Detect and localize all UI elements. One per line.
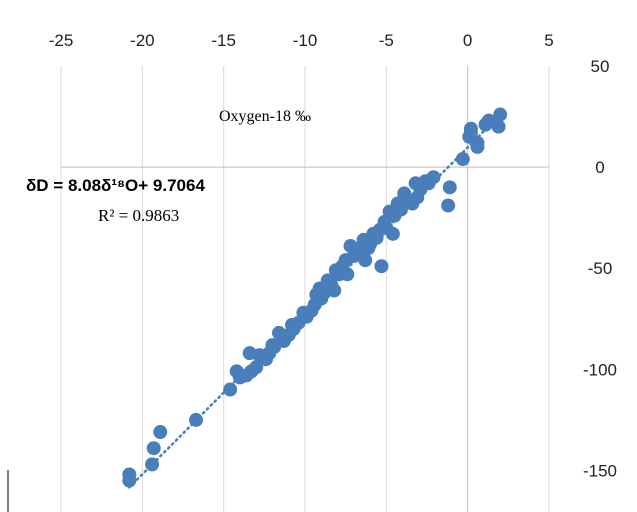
x-tick-label: 5 (544, 31, 553, 50)
chart-title: Oxygen-18 ‰ (219, 108, 311, 125)
data-point (358, 253, 373, 268)
data-point (309, 287, 324, 302)
data-point (397, 186, 412, 201)
data-point (145, 457, 160, 472)
data-point (340, 267, 355, 282)
data-point (441, 198, 456, 213)
data-point (343, 238, 358, 253)
data-point (374, 259, 389, 274)
data-point (493, 107, 508, 122)
data-point (462, 129, 477, 144)
y-tick-label: -150 (583, 461, 617, 480)
data-point (478, 117, 493, 132)
trendline-equation: δD = 8.08δ¹⁸O+ 9.7064 (26, 176, 205, 195)
data-point (229, 364, 244, 379)
data-point (265, 338, 280, 353)
data-point (470, 139, 485, 154)
data-point (271, 325, 286, 340)
data-point (146, 441, 161, 456)
data-point (442, 180, 457, 195)
r-squared-label: R² = 0.9863 (98, 206, 179, 225)
data-point (189, 412, 204, 427)
data-point (328, 263, 343, 278)
data-point (223, 382, 238, 397)
y-tick-label: 50 (591, 57, 610, 76)
data-point (284, 317, 299, 332)
data-point (455, 152, 470, 167)
y-tick-label: 0 (595, 158, 604, 177)
x-tick-label: -15 (211, 31, 236, 50)
y-tick-label: -100 (583, 360, 617, 379)
x-tick-label: -20 (130, 31, 155, 50)
x-tick-label: -5 (379, 31, 394, 50)
x-tick-label: -25 (49, 31, 74, 50)
x-tick-label: -10 (293, 31, 318, 50)
data-point (408, 176, 423, 191)
x-tick-labels: -25 -20 -15 -10 -5 0 5 (49, 31, 554, 50)
data-point (153, 425, 168, 440)
data-point (327, 283, 342, 298)
data-point (122, 473, 137, 488)
data-point (242, 346, 257, 361)
y-tick-labels: 50 0 -50 -100 -150 (583, 57, 617, 480)
y-tick-label: -50 (588, 259, 613, 278)
data-points (122, 107, 508, 488)
x-tick-label: 0 (463, 31, 472, 50)
gridlines (60, 66, 550, 512)
